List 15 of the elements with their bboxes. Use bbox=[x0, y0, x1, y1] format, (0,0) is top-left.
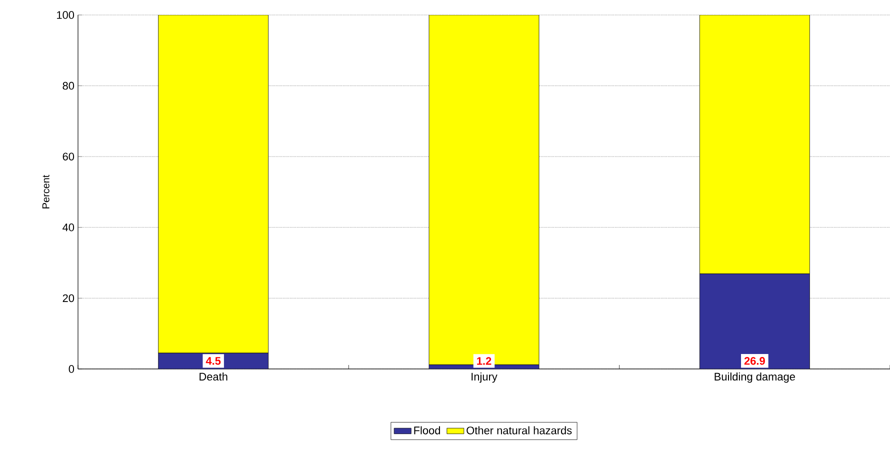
y-tick-label: 0 bbox=[68, 365, 74, 373]
legend-label: Flood bbox=[414, 426, 440, 434]
y-tick-label: 40 bbox=[62, 224, 74, 232]
data-label: 4.5 bbox=[206, 357, 221, 365]
y-tick-label: 80 bbox=[62, 82, 74, 90]
x-tick-label: Injury bbox=[472, 372, 498, 383]
x-tick-label: Building damage bbox=[714, 372, 795, 383]
y-axis-title: Percent bbox=[42, 174, 50, 208]
y-tick-label: 20 bbox=[62, 294, 74, 302]
y-tick-label: 100 bbox=[57, 11, 74, 19]
data-label: 1.2 bbox=[477, 357, 492, 365]
data-label: 26.9 bbox=[744, 357, 765, 365]
x-tick-label: Death bbox=[200, 372, 228, 381]
legend-label: Other natural hazards bbox=[466, 426, 572, 434]
y-tick-label: 60 bbox=[62, 152, 74, 160]
